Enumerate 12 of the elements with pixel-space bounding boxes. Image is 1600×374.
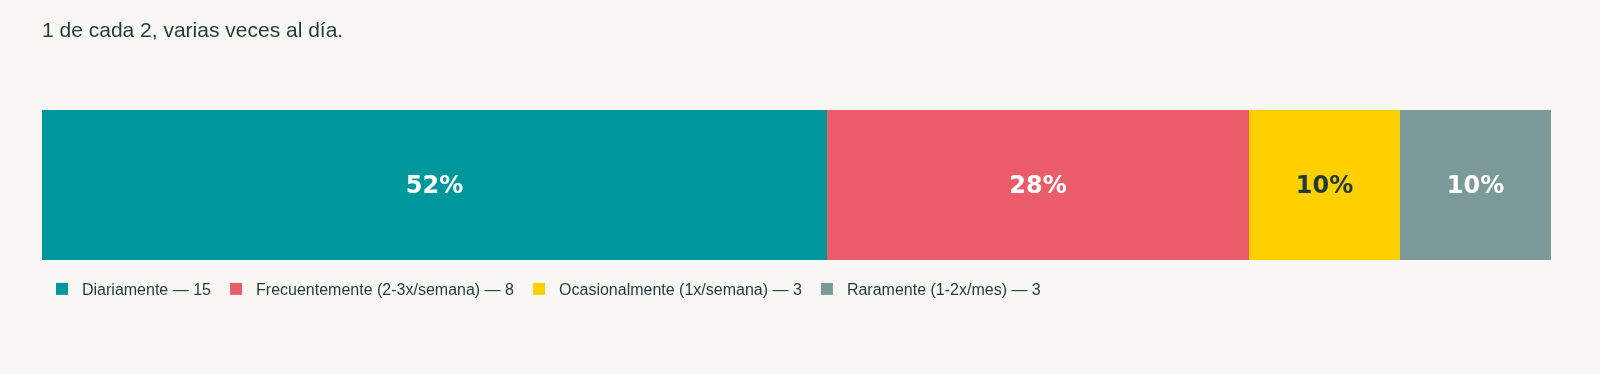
data-label: 28% bbox=[1009, 171, 1067, 199]
legend-label: Frecuentemente (2-3x/semana) — 8 bbox=[256, 281, 515, 299]
bar bbox=[827, 110, 1249, 260]
legend-label: Ocasionalmente (1x/semana) — 3 bbox=[559, 281, 802, 299]
data-label: 10% bbox=[1446, 171, 1505, 199]
data-label: 10% bbox=[1295, 171, 1354, 199]
bar bbox=[1249, 110, 1400, 260]
legend-label: Raramente (1-2x/mes) — 3 bbox=[846, 281, 1041, 299]
legend-label: Diariamente — 15 bbox=[82, 281, 212, 299]
chart-title: 1 de cada 2, varias veces al día. bbox=[42, 17, 344, 41]
bar bbox=[1400, 110, 1551, 260]
data-label: 52% bbox=[405, 171, 464, 199]
